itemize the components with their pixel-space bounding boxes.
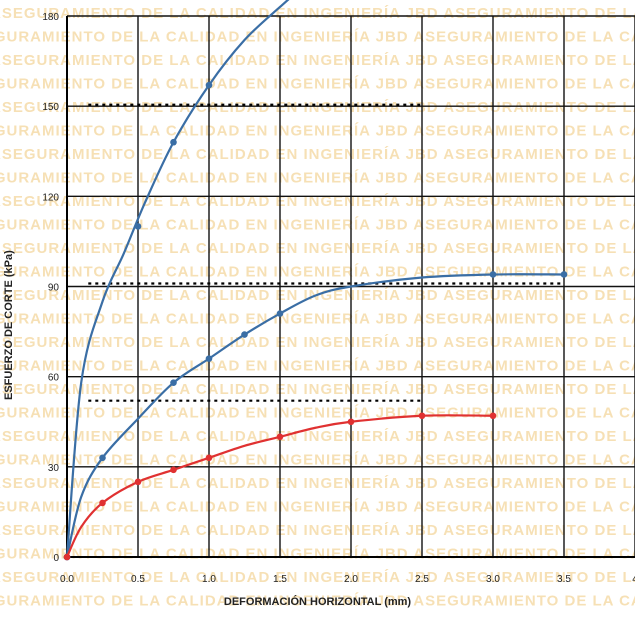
watermark-text: ASEGURAMIENTO DE LA CALIDAD EN INGENIERÍ…	[0, 475, 635, 492]
watermark-text: ASEGURAMIENTO DE LA CALIDAD EN INGENIERÍ…	[0, 405, 635, 422]
x-tick-label: 3.5	[557, 574, 571, 585]
watermark-text: ASEGURAMIENTO DE LA CALIDAD EN INGENIERÍ…	[0, 358, 635, 375]
watermark-text: ASEGURAMIENTO DE LA CALIDAD EN INGENIERÍ…	[0, 52, 635, 69]
data-point	[276, 433, 284, 441]
watermark-text: ASEGURAMIENTO DE LA CALIDAD EN INGENIERÍ…	[0, 146, 635, 163]
y-tick-label: 120	[42, 192, 59, 203]
watermark-text: ASEGURAMIENTO DE LA CALIDAD EN INGENIERÍ…	[0, 428, 635, 445]
y-tick-label: 60	[48, 373, 60, 384]
watermark-text: ASEGURAMIENTO DE LA CALIDAD EN INGENIERÍ…	[0, 334, 635, 351]
watermark-text: ASEGURAMIENTO DE LA CALIDAD EN INGENIERÍ…	[0, 193, 635, 210]
data-point	[347, 418, 355, 426]
data-point	[134, 478, 142, 486]
data-point	[205, 454, 213, 462]
watermark-text: ASEGURAMIENTO DE LA CALIDAD EN INGENIERÍ…	[0, 593, 635, 610]
data-point	[170, 466, 177, 474]
watermark-text: ASEGURAMIENTO DE LA CALIDAD EN INGENIERÍ…	[0, 499, 635, 516]
y-tick-label: 30	[48, 463, 60, 474]
watermark-text: ASEGURAMIENTO DE LA CALIDAD EN INGENIERÍ…	[0, 240, 635, 257]
watermark-text: ASEGURAMIENTO DE LA CALIDAD EN INGENIERÍ…	[0, 522, 635, 539]
data-point	[205, 81, 213, 89]
watermark-text: ASEGURAMIENTO DE LA CALIDAD EN INGENIERÍ…	[0, 264, 635, 281]
data-point	[99, 454, 106, 462]
data-point	[170, 138, 177, 146]
series-line	[65, 0, 290, 558]
data-point	[63, 553, 71, 561]
data-point	[134, 223, 142, 230]
x-tick-label: 1.5	[273, 574, 287, 585]
data-point	[489, 412, 497, 420]
x-tick-label: 3.0	[486, 574, 500, 585]
x-tick-label: 4	[632, 574, 635, 585]
data-point	[170, 379, 177, 386]
y-tick-label: 90	[48, 283, 60, 294]
data-point	[489, 271, 497, 278]
watermark-text: ASEGURAMIENTO DE LA CALIDAD EN INGENIERÍ…	[0, 381, 635, 398]
watermark-text: ASEGURAMIENTO DE LA CALIDAD EN INGENIERÍ…	[0, 452, 635, 469]
watermark-text: ASEGURAMIENTO DE LA CALIDAD EN INGENIERÍ…	[0, 569, 635, 586]
x-tick-label: 0.0	[60, 574, 74, 585]
watermark-text: ASEGURAMIENTO DE LA CALIDAD EN INGENIERÍ…	[0, 76, 635, 93]
watermark-text: ASEGURAMIENTO DE LA CALIDAD EN INGENIERÍ…	[0, 311, 635, 328]
watermark-text: ASEGURAMIENTO DE LA CALIDAD EN INGENIERÍ…	[0, 546, 635, 563]
data-point	[276, 310, 284, 317]
data-point	[205, 355, 213, 362]
x-tick-label: 2.0	[344, 574, 358, 585]
y-tick-label: 150	[42, 102, 59, 113]
watermark-text: ASEGURAMIENTO DE LA CALIDAD EN INGENIERÍ…	[0, 123, 635, 140]
data-point	[560, 271, 568, 278]
data-point	[418, 412, 426, 420]
watermark-text: ASEGURAMIENTO DE LA CALIDAD EN INGENIERÍ…	[0, 5, 635, 22]
watermark-text: ASEGURAMIENTO DE LA CALIDAD EN INGENIERÍ…	[0, 170, 635, 187]
data-point	[241, 331, 248, 338]
y-tick-label: 0	[53, 553, 59, 564]
y-axis-label: ESFUERZO DE CORTE (kPa)	[3, 250, 15, 400]
x-tick-label: 2.5	[415, 574, 429, 585]
x-tick-label: 1.0	[202, 574, 216, 585]
x-axis-label: DEFORMACIÓN HORIZONTAL (mm)	[223, 596, 412, 608]
watermark-text: ASEGURAMIENTO DE LA CALIDAD EN INGENIERÍ…	[0, 29, 635, 46]
y-tick-label: 180	[42, 12, 59, 23]
data-point	[99, 499, 106, 507]
x-tick-label: 0.5	[131, 574, 145, 585]
watermark-text: ASEGURAMIENTO DE LA CALIDAD EN INGENIERÍ…	[0, 217, 635, 234]
watermark-text: ASEGURAMIENTO DE LA CALIDAD EN INGENIERÍ…	[0, 99, 635, 116]
